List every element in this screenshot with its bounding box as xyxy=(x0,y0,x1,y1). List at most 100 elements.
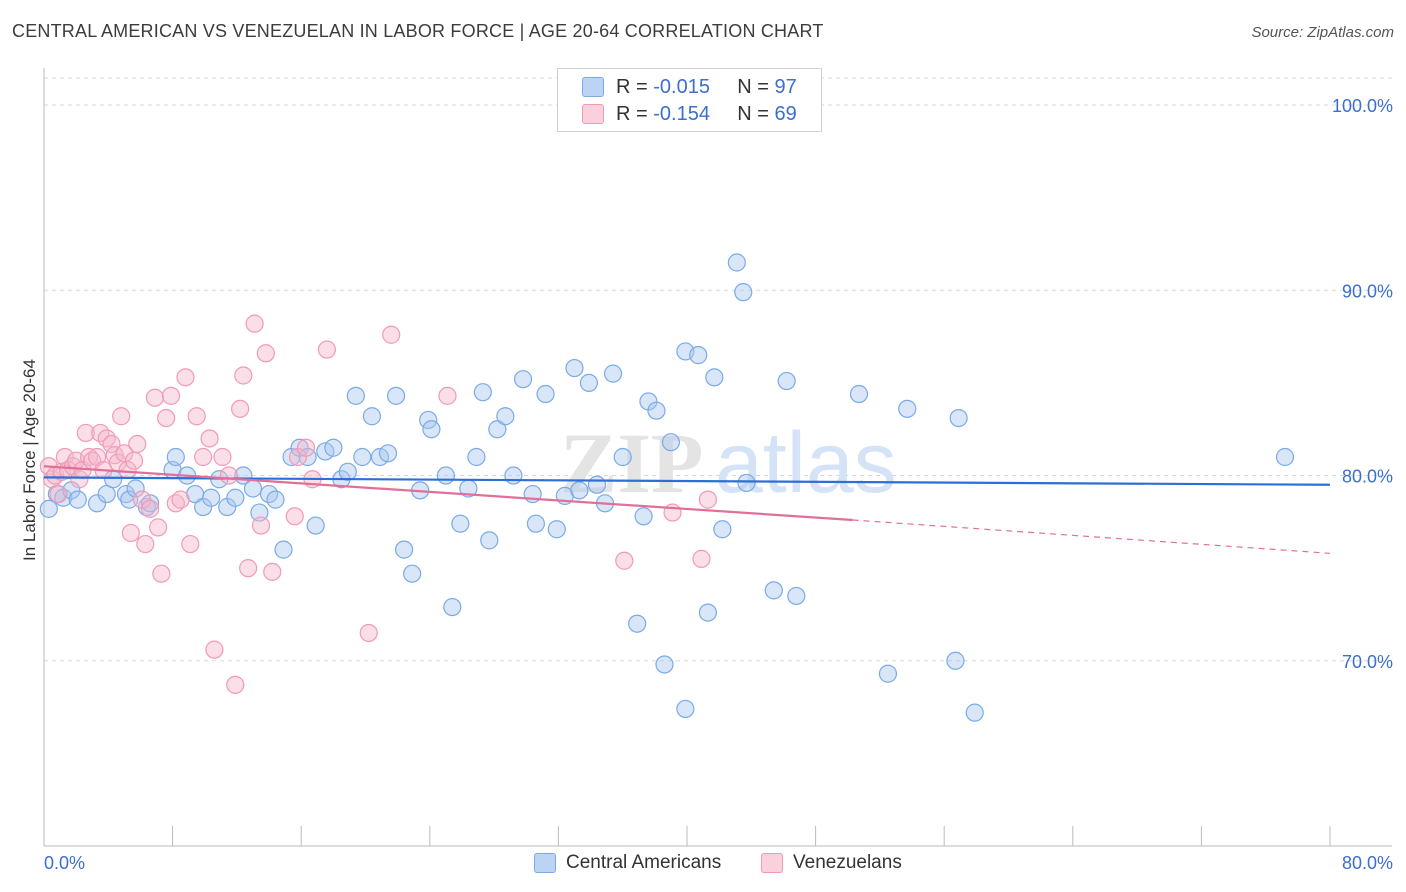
point-venezuelan xyxy=(49,484,68,504)
point-central-american xyxy=(579,373,599,393)
point-venezuelan xyxy=(176,368,195,387)
point-central-american xyxy=(436,466,455,485)
point-central-american xyxy=(473,383,492,402)
point-central-american xyxy=(120,490,139,509)
point-central-american xyxy=(488,420,507,439)
point-venezuelan xyxy=(187,407,206,426)
point-central-american xyxy=(849,384,869,404)
point-venezuelan xyxy=(102,434,121,454)
source-label: Source: ZipAtlas.com xyxy=(1251,24,1394,41)
point-venezuelan xyxy=(124,451,144,470)
point-venezuelan xyxy=(438,386,457,405)
point-central-american xyxy=(603,364,623,383)
point-central-american xyxy=(353,447,372,467)
point-central-american xyxy=(116,484,136,504)
point-central-american xyxy=(403,564,422,583)
point-central-american xyxy=(451,514,470,533)
point-central-american xyxy=(734,283,753,302)
point-venezuelan xyxy=(231,399,250,418)
legend-row-central-americans: R = -0.015 N = 97 xyxy=(582,75,797,99)
bottom-legend-label: Venezuelans xyxy=(793,852,902,873)
point-venezuelan xyxy=(234,366,253,385)
legend-swatch-pink xyxy=(582,104,604,124)
point-central-american xyxy=(306,516,325,535)
trendline-venezuelans-extension xyxy=(852,519,1331,554)
point-central-american xyxy=(689,346,708,365)
legend-swatch-blue xyxy=(582,77,604,97)
point-venezuelan xyxy=(226,675,245,694)
point-central-american xyxy=(949,409,968,428)
y-tick-label: 100.0% xyxy=(1332,96,1393,116)
legend-n-value: 69 xyxy=(774,102,797,125)
point-central-american xyxy=(878,664,898,683)
point-central-american xyxy=(777,371,796,391)
legend-r-value: -0.015 xyxy=(653,75,710,98)
y-tick-label: 80.0% xyxy=(1342,467,1393,487)
point-central-american xyxy=(536,384,555,404)
point-central-american xyxy=(676,699,695,719)
point-central-american xyxy=(243,479,263,498)
point-central-american xyxy=(565,358,584,378)
point-venezuelan xyxy=(698,490,717,509)
point-central-american xyxy=(202,488,221,507)
point-central-american xyxy=(705,368,724,387)
point-central-american xyxy=(713,520,732,539)
legend-n-value: 97 xyxy=(774,75,797,98)
point-venezuelan xyxy=(296,438,316,457)
point-central-american xyxy=(422,420,441,439)
point-central-american xyxy=(570,481,589,500)
point-venezuelan xyxy=(97,429,116,448)
point-central-american xyxy=(87,494,107,513)
point-venezuelan xyxy=(76,423,95,443)
point-central-american xyxy=(661,433,681,452)
y-axis-label: In Labor Force | Age 20-64 xyxy=(20,359,39,561)
point-central-american xyxy=(467,447,486,467)
point-central-american xyxy=(727,253,746,272)
point-central-american xyxy=(634,507,653,526)
point-venezuelan xyxy=(263,562,282,581)
legend-r-label: R = xyxy=(616,75,648,98)
point-central-american xyxy=(68,490,87,509)
point-venezuelan xyxy=(128,434,147,454)
point-venezuelan xyxy=(256,344,275,363)
point-central-american xyxy=(898,399,917,418)
point-venezuelan xyxy=(112,407,131,426)
point-central-american xyxy=(496,407,515,426)
point-central-american xyxy=(613,447,632,467)
point-central-american xyxy=(737,473,756,493)
point-central-american xyxy=(965,703,984,722)
point-central-american xyxy=(346,386,365,405)
point-venezuelan xyxy=(157,409,176,428)
point-central-american xyxy=(526,514,545,533)
point-venezuelan xyxy=(245,314,264,333)
point-central-american xyxy=(39,499,58,518)
point-venezuelan xyxy=(149,518,168,537)
bottom-legend-label: Central Americans xyxy=(566,852,722,873)
bottom-legend-central-americans: Central Americans xyxy=(534,852,721,874)
stats-legend: R = -0.015 N = 97 R = -0.154 N = 69 xyxy=(557,68,822,132)
bottom-legend-swatch-blue xyxy=(534,853,556,873)
point-central-american xyxy=(443,597,462,617)
point-central-american xyxy=(480,531,499,550)
point-venezuelan xyxy=(145,388,165,407)
point-central-american xyxy=(655,655,674,674)
point-venezuelan xyxy=(140,499,160,518)
point-central-american xyxy=(764,581,783,600)
point-central-american xyxy=(338,462,357,481)
watermark-atlas: atlas xyxy=(715,415,897,511)
legend-r-value: -0.154 xyxy=(653,102,710,125)
point-venezuelan xyxy=(359,623,378,643)
legend-n-label: N = xyxy=(737,102,769,125)
point-venezuelan xyxy=(251,516,271,535)
point-venezuelan xyxy=(692,549,711,568)
point-venezuelan xyxy=(161,386,181,405)
x-tick-label: 0.0% xyxy=(44,853,85,873)
point-central-american xyxy=(266,490,285,509)
point-venezuelan xyxy=(200,429,219,448)
point-central-american xyxy=(386,386,406,405)
point-venezuelan xyxy=(121,523,140,543)
point-central-american xyxy=(362,407,382,426)
point-central-american xyxy=(274,540,293,559)
point-central-american xyxy=(298,447,317,467)
